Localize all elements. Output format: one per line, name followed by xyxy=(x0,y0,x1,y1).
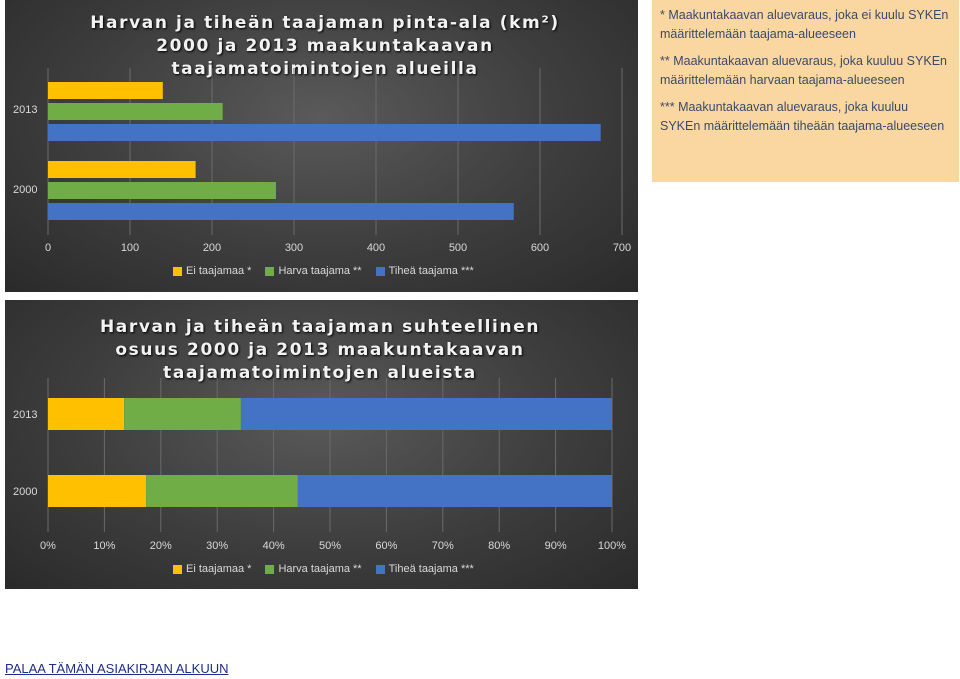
share-chart-svg: 0% 10% 20% 30% 40% 50% 60% 70% 80% 90% 100% 2013 200… xyxy=(13,378,626,552)
share-chart-legend-swatch-2 xyxy=(375,564,385,574)
area-chart-legend-item-1: Harva taajama ** xyxy=(265,265,362,277)
share-chart-legend-item-2: Tiheä taajama *** xyxy=(375,563,474,575)
share-chart-tick-label: 80% xyxy=(488,540,510,552)
share-chart-legend-label-2: Tiheä taajama *** xyxy=(388,563,474,575)
share-chart-legend-swatch-1 xyxy=(265,564,275,574)
area-chart-tick-label: 200 xyxy=(203,242,221,254)
share-chart-bar-2000-0 xyxy=(48,475,147,507)
area-chart-tick-label: 700 xyxy=(613,242,631,254)
area-chart-legend-swatch-1 xyxy=(265,266,275,276)
area-chart-bar-2013-1 xyxy=(48,103,223,120)
share-chart-legend: Ei taajamaa * Harva taajama ** Tiheä taaja… xyxy=(173,563,474,575)
share-chart-tick-label: 60% xyxy=(375,540,397,552)
area-chart-category-label: 2000 xyxy=(13,184,37,196)
share-chart-tick-label: 10% xyxy=(93,540,115,552)
area-chart-tick-label: 600 xyxy=(531,242,549,254)
share-chart-tick-label: 70% xyxy=(432,540,454,552)
area-chart-bar-2000-2 xyxy=(48,203,514,220)
back-to-top-link[interactable]: PALAA TÄMÄN ASIAKIRJAN ALKUUN xyxy=(5,661,229,676)
area-chart-legend-item-2: Tiheä taajama *** xyxy=(375,265,474,277)
share-chart-legend-swatch-0 xyxy=(173,564,182,574)
share-chart-tick-label: 0% xyxy=(40,540,56,552)
share-chart-tick-label: 20% xyxy=(150,540,172,552)
footnote-ei: * Maakuntakaavan aluevaraus, joka ei kuu… xyxy=(660,8,949,41)
area-chart-panel: Harvan ja tiheän taajaman pinta-ala (km²… xyxy=(5,0,638,292)
area-chart-svg: 0 100 200 300 400 500 600 700 2013 2000 xyxy=(13,68,631,254)
area-chart-legend-label-0: Ei taajamaa * xyxy=(186,265,252,277)
area-chart-tick-label: 400 xyxy=(367,242,385,254)
area-chart-category-label: 2013 xyxy=(13,104,37,116)
area-chart-legend-swatch-0 xyxy=(173,266,182,276)
area-chart-title: Harvan ja tiheän taajaman pinta-ala (km²… xyxy=(90,13,560,79)
area-chart-tick-label: 0 xyxy=(45,242,51,254)
share-chart-tick-label: 40% xyxy=(263,540,285,552)
share-chart-bar-2000-2 xyxy=(297,475,612,507)
share-chart-bar-2013-0 xyxy=(48,398,125,430)
area-chart-bar-2013-0 xyxy=(48,82,163,99)
share-chart-tick-label: 30% xyxy=(206,540,228,552)
share-chart-tick-label: 100% xyxy=(598,540,626,552)
share-chart-legend-label-1: Harva taajama ** xyxy=(278,563,362,575)
share-chart-tick-label: 90% xyxy=(545,540,567,552)
share-chart-title: Harvan ja tiheän taajaman suhteellinen o… xyxy=(99,317,541,383)
area-chart-legend-swatch-2 xyxy=(375,266,385,276)
share-chart-tick-label: 50% xyxy=(319,540,341,552)
area-chart-legend-item-0: Ei taajamaa * xyxy=(173,265,251,277)
share-chart-bar-2013-2 xyxy=(240,398,612,430)
share-chart-panel: Harvan ja tiheän taajaman suhteellinen o… xyxy=(5,300,638,589)
share-chart-bar-2013-1 xyxy=(124,398,241,430)
area-chart-tick-label: 300 xyxy=(285,242,303,254)
area-chart-bar-2000-0 xyxy=(48,161,196,178)
share-chart-legend-label-0: Ei taajamaa * xyxy=(186,563,252,575)
footnote-harva: ** Maakuntakaavan aluevaraus, joka kuulu… xyxy=(660,54,947,87)
area-chart-tick-label: 500 xyxy=(449,242,467,254)
share-chart-bar-2000-1 xyxy=(146,475,298,507)
area-chart-legend-label-1: Harva taajama ** xyxy=(278,265,362,277)
share-chart-legend-item-1: Harva taajama ** xyxy=(265,563,362,575)
area-chart-legend-label-2: Tiheä taajama *** xyxy=(388,265,474,277)
footnotes-box: * Maakuntakaavan aluevaraus, joka ei kuu… xyxy=(652,0,959,182)
area-chart-legend: Ei taajamaa * Harva taajama ** Tiheä taaja… xyxy=(173,265,474,277)
area-chart-bar-2013-2 xyxy=(48,124,601,141)
area-chart-bar-2000-1 xyxy=(48,182,276,199)
area-chart-tick-label: 100 xyxy=(121,242,139,254)
share-chart-category-label: 2013 xyxy=(13,409,37,421)
share-chart-legend-item-0: Ei taajamaa * xyxy=(173,563,251,575)
footnote-tihea: *** Maakuntakaavan aluevaraus, joka kuul… xyxy=(660,100,945,133)
share-chart-category-label: 2000 xyxy=(13,486,37,498)
